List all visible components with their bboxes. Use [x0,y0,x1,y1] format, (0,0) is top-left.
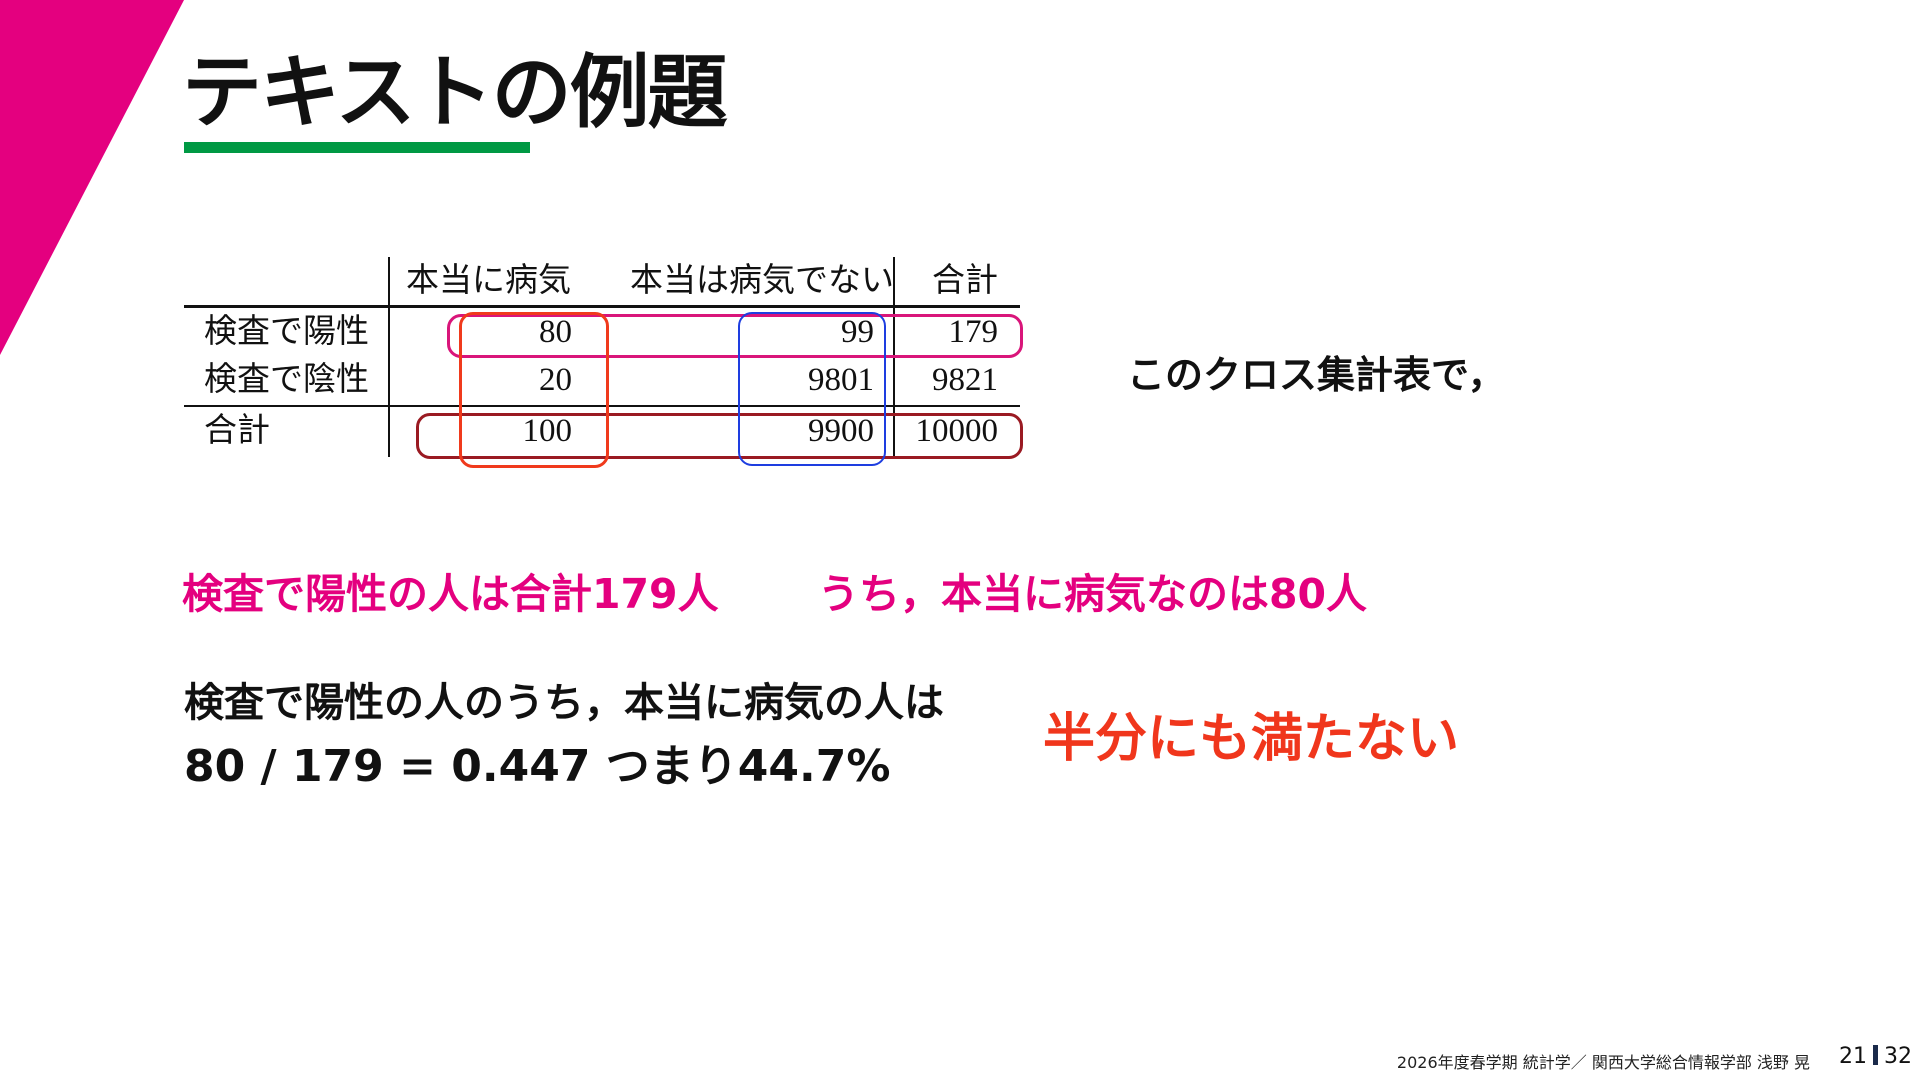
header-sick: 本当に病気 [406,263,571,299]
cell: 80 [539,314,572,350]
cell: 9821 [932,362,998,398]
row-label: 検査で陰性 [204,362,369,398]
cell: 100 [522,413,573,449]
page-total: 32 [1884,1044,1912,1069]
highlight-box-positive-row [447,314,1023,358]
conclusion: 半分にも満たない [1043,709,1460,769]
cell: 179 [948,314,999,350]
decorative-triangle [0,0,184,355]
highlight-left: 検査で陽性の人は合計179人 [182,570,719,618]
vertical-rule [388,257,390,457]
highlight-box-sick-column [459,312,609,468]
cell: 10000 [915,413,999,449]
page-separator [1873,1045,1878,1065]
page-number: 21 [1839,1044,1867,1069]
row-label: 検査で陽性 [204,314,369,350]
header-not-sick: 本当は病気でない [630,263,894,299]
cell: 9801 [808,362,874,398]
footer-text: 2026年度春学期 統計学／ 関西大学総合情報学部 浅野 晃 [1396,1053,1810,1072]
cell: 99 [841,314,874,350]
highlight-box-total-row [416,413,1023,459]
calc-line2: 80 / 179 = 0.447 つまり44.7% [184,741,891,792]
header-total: 合計 [932,263,998,299]
cross-table: 本当に病気 本当は病気でない 合計 検査で陽性 80 99 179 検査で陰性 … [184,257,1020,457]
calc-line1: 検査で陽性の人のうち，本当に病気の人は [184,680,944,726]
highlight-box-not-sick-column [738,312,886,466]
cell: 9900 [808,413,874,449]
cell: 20 [539,362,572,398]
horizontal-rule [184,305,1020,308]
row-label: 合計 [204,413,270,449]
page-indicator: 21 32 [1839,1044,1912,1069]
title-underline [184,142,530,153]
table-note: このクロス集計表で， [1127,353,1506,397]
horizontal-rule [184,405,1020,407]
highlight-right: うち，本当に病気なのは80人 [818,570,1368,618]
slide-title: テキストの例題 [182,46,728,139]
